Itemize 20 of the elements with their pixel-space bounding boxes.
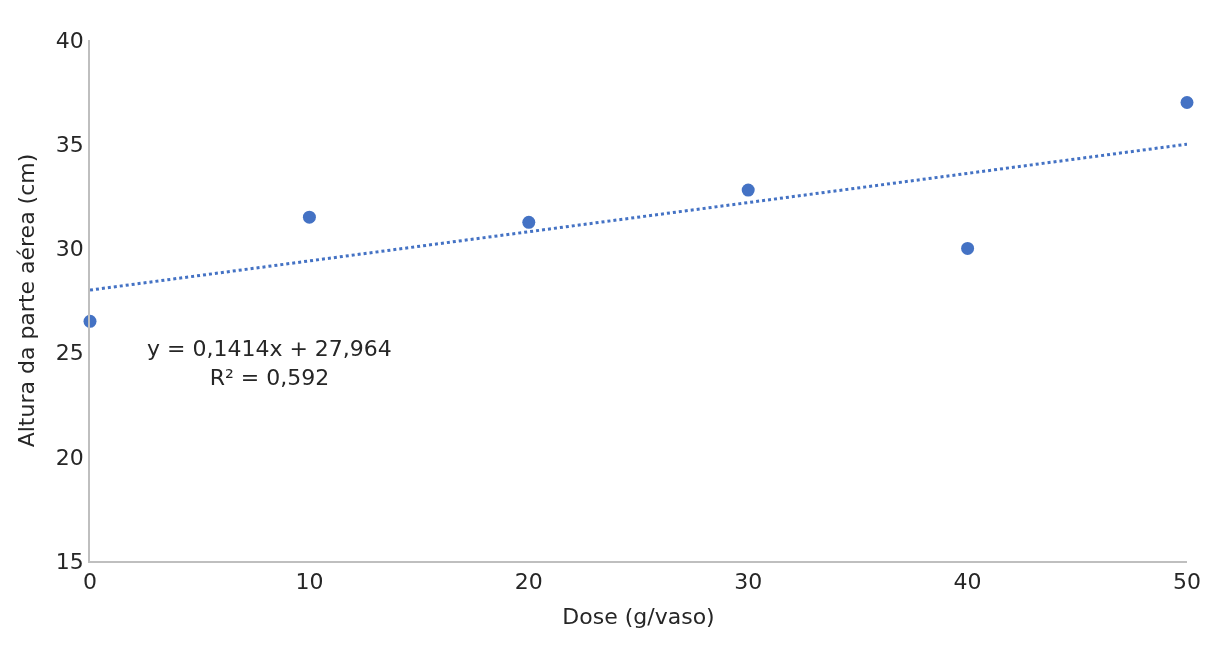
x-tick-label: 40 [953, 569, 982, 595]
x-tick-label: 10 [295, 569, 324, 595]
x-axis-title: Dose (g/vaso) [562, 603, 715, 629]
y-tick-label: 35 [55, 131, 84, 157]
x-tick-label: 20 [514, 569, 543, 595]
x-tick-label: 30 [734, 569, 763, 595]
y-axis-title: Altura da parte aérea (cm) [14, 153, 40, 448]
annotation: y = 0,1414x + 27,964 R² = 0,592 [147, 336, 392, 390]
point [741, 183, 755, 197]
point [1180, 96, 1194, 110]
y-tick-label: 40 [55, 27, 84, 53]
x-tick-label: 50 [1173, 569, 1201, 595]
point [522, 215, 536, 229]
point [961, 241, 975, 255]
y-tick-label: 20 [55, 444, 84, 470]
y-tick-label: 15 [55, 548, 84, 574]
y-tick-label: 30 [55, 236, 84, 262]
point [302, 210, 316, 224]
y-tick-label: 25 [55, 340, 84, 366]
x-tick-label: 0 [83, 569, 97, 595]
